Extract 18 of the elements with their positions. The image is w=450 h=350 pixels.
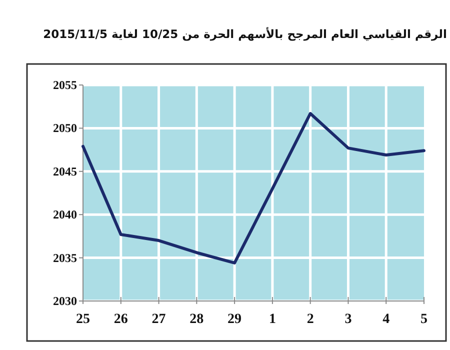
x-tick-label: 3 (344, 312, 352, 327)
x-tick-label: 25 (76, 312, 90, 327)
y-tick-label: 2030 (53, 294, 77, 308)
x-tick-label: 27 (152, 312, 166, 327)
x-tick-label: 4 (382, 312, 390, 327)
x-tick-label: 28 (190, 312, 204, 327)
x-tick-label: 26 (114, 312, 128, 327)
x-tick-label: 29 (228, 312, 242, 327)
chart-title: الرقم القياسي العام المرجح بالأسهم الحرة من 10/25 لغاية 2015/11/5 (43, 27, 447, 41)
y-tick-label: 2045 (53, 164, 77, 178)
y-tick-label: 2040 (53, 208, 77, 222)
y-tick-label: 2035 (53, 250, 77, 265)
x-tick-label: 5 (420, 312, 428, 327)
x-tick-label: 1 (268, 312, 276, 327)
y-tick-label: 2055 (53, 78, 77, 92)
line-series (82, 112, 426, 264)
x-tick-label: 2 (306, 312, 314, 327)
y-tick-label: 2050 (53, 121, 77, 136)
